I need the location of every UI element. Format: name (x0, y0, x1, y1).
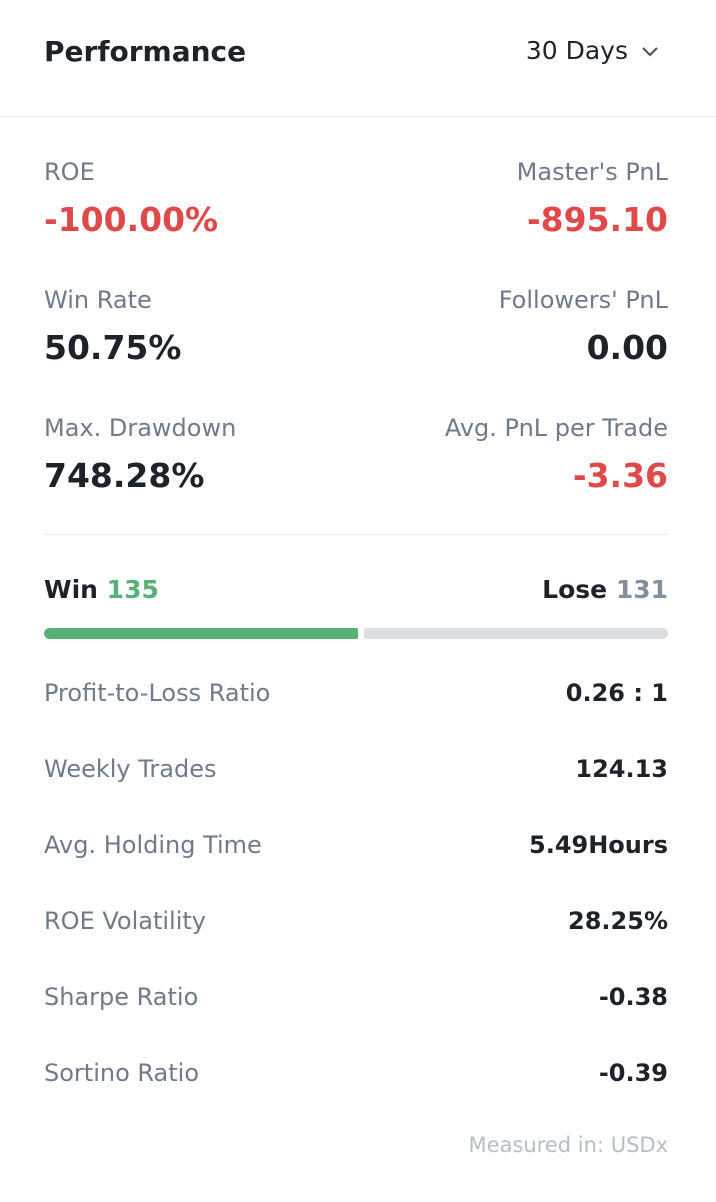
win-label: Win (44, 575, 98, 604)
metric-value: -895.10 (526, 200, 668, 239)
stat-label: Sortino Ratio (44, 1059, 200, 1087)
stat-label: Avg. Holding Time (44, 831, 262, 859)
metric-label: Master's PnL (516, 158, 668, 186)
footer-note: Measured in: USDx (468, 1133, 668, 1157)
lose-count: 131 (615, 575, 668, 604)
lose-label: Lose (542, 575, 608, 604)
stat-label: Weekly Trades (44, 755, 217, 783)
stat-value: -0.39 (598, 1059, 668, 1087)
stat-value: 124.13 (575, 755, 668, 783)
metric-value: 50.75% (44, 328, 182, 367)
panel-title: Performance (44, 35, 247, 68)
header-separator (0, 116, 716, 117)
stat-label: Sharpe Ratio (44, 983, 199, 1011)
metric-label: Max. Drawdown (44, 414, 237, 442)
period-selector[interactable]: 30 Days (525, 36, 628, 65)
dropdown-chevron[interactable] (640, 44, 660, 58)
stat-label: ROE Volatility (44, 907, 206, 935)
metric-label: Win Rate (44, 286, 152, 314)
stat-label: Profit-to-Loss Ratio (44, 679, 271, 707)
metric-label: ROE (44, 158, 95, 186)
stat-value: 28.25% (568, 907, 668, 935)
metric-label: Followers' PnL (498, 286, 668, 314)
stat-value: 0.26 : 1 (565, 679, 668, 707)
win-summary: Win 135 (44, 577, 159, 602)
stat-value: 5.49Hours (529, 831, 668, 859)
lose-bar (363, 628, 668, 639)
win-bar (44, 628, 358, 639)
stat-value: -0.38 (598, 983, 668, 1011)
metric-value: -3.36 (572, 456, 668, 495)
section-divider (44, 534, 668, 535)
lose-summary: Lose 131 (542, 577, 668, 602)
metric-value: 748.28% (44, 456, 205, 495)
metric-value: 0.00 (586, 328, 668, 367)
metric-value: -100.00% (44, 200, 219, 239)
metric-label: Avg. PnL per Trade (444, 414, 668, 442)
win-count: 135 (106, 575, 159, 604)
